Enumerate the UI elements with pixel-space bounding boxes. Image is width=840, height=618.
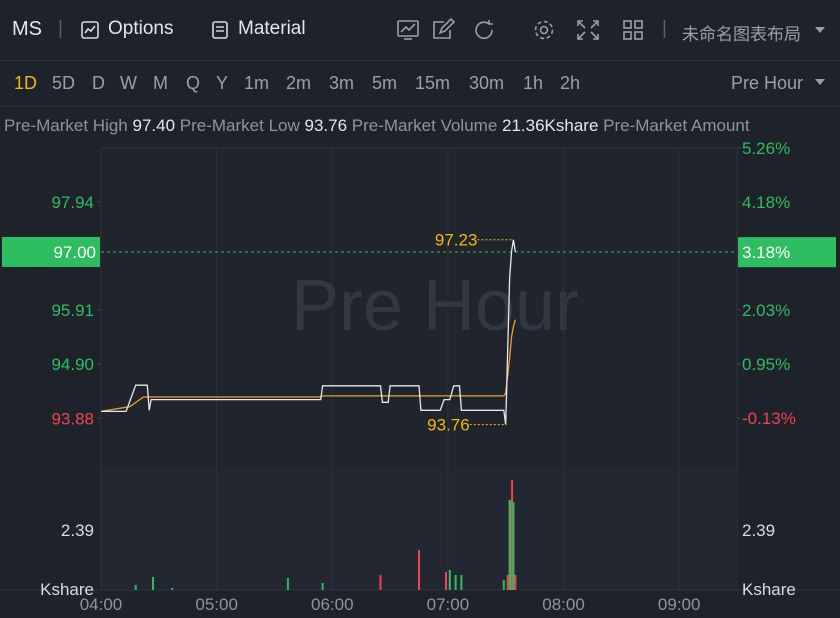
stat-label: Pre-Market Low <box>179 116 300 135</box>
y-tick-label: 95.91 <box>51 301 94 320</box>
current-change-box <box>738 237 836 268</box>
options-button[interactable]: Options <box>108 18 174 39</box>
volume-bar <box>286 577 289 590</box>
volume-unit: Kshare <box>742 580 796 599</box>
stats-row: Pre-Market High 97.40 Pre-Market Low 93.… <box>4 116 840 136</box>
x-tick-label: 05:00 <box>195 595 238 614</box>
period-button[interactable]: 30m <box>469 73 505 93</box>
x-tick-label: 06:00 <box>311 595 354 614</box>
indicator-icon[interactable] <box>397 20 419 40</box>
period-button[interactable]: 5D <box>52 73 76 93</box>
volume-bar <box>444 571 447 590</box>
x-tick-label: 04:00 <box>80 595 123 614</box>
y2-tick-label: 2.03% <box>742 301 790 320</box>
material-button[interactable]: Material <box>238 18 306 39</box>
volume-bar <box>460 574 463 590</box>
period-button[interactable]: M <box>153 73 168 93</box>
volume-bar <box>171 587 174 590</box>
period-button[interactable]: Y <box>216 73 229 93</box>
stat-label: Pre-Market Volume <box>351 116 498 135</box>
volume-bar <box>512 502 515 590</box>
period-button[interactable]: 1D <box>14 73 38 93</box>
settings-icon[interactable] <box>534 20 554 40</box>
y2-tick-label: -0.13% <box>742 409 796 428</box>
chart: Pre Hour 04:00 05:00 06:00 07:00 08:00 09:00 97… <box>0 140 840 614</box>
session-select[interactable]: Pre Hour <box>731 73 804 93</box>
period-bar: Pre Hour 1D 5D D W M Q Y 1m 2m 3m 5m 15m 30m 1h 2h <box>0 60 840 107</box>
annotation-label: 93.76 <box>427 416 470 435</box>
price-line <box>100 319 517 413</box>
stat-label: Pre-Market High <box>4 116 128 135</box>
reset-icon[interactable] <box>475 20 493 40</box>
x-tick-label: 08:00 <box>542 595 585 614</box>
period-button[interactable]: 1h <box>523 73 544 93</box>
volume-bar <box>508 499 511 590</box>
volume-bar <box>502 579 505 590</box>
volume-bar <box>418 550 420 590</box>
volume-tick-label: 2.39 <box>61 521 94 540</box>
period-button[interactable]: 2h <box>560 73 581 93</box>
price-line <box>101 239 517 425</box>
period-button[interactable]: 15m <box>415 73 451 93</box>
y2-tick-label: 5.26% <box>742 140 790 158</box>
volume-unit: Kshare <box>40 580 94 599</box>
separator: | <box>58 18 63 39</box>
dropdown-arrow[interactable] <box>814 78 826 88</box>
current-change-label: 3.18% <box>742 243 790 262</box>
draw-icon[interactable] <box>433 18 456 39</box>
volume-bar <box>454 574 457 590</box>
period-button[interactable]: 5m <box>372 73 398 93</box>
y-tick-label: 93.88 <box>51 409 94 428</box>
stat-value: 93.76 <box>304 116 348 135</box>
current-price-label: 97.00 <box>53 243 96 262</box>
volume-bar <box>506 574 509 590</box>
annotation-label: 97.23 <box>435 231 478 250</box>
tool-icons <box>397 18 643 40</box>
separator: | <box>662 18 667 39</box>
material-icon[interactable] <box>210 20 230 40</box>
volume-bar <box>152 576 155 590</box>
fullscreen-icon[interactable] <box>577 20 599 40</box>
period-button[interactable]: D <box>92 73 105 93</box>
x-tick-label: 07:00 <box>427 595 470 614</box>
period-button[interactable]: W <box>120 73 137 93</box>
y2-tick-label: 0.95% <box>742 355 790 374</box>
symbol[interactable]: MS <box>12 18 42 40</box>
volume-bar <box>448 569 451 590</box>
stat-label: Pre-Market Amount <box>603 116 750 135</box>
volume-tick-label: 2.39 <box>742 521 775 540</box>
period-button[interactable]: 2m <box>286 73 312 93</box>
layout-name[interactable]: 未命名图表布局 <box>682 25 801 44</box>
volume-bar <box>514 574 517 590</box>
volume-bar <box>379 574 382 590</box>
dropdown-arrow[interactable] <box>814 26 826 36</box>
period-button[interactable]: 1m <box>244 73 270 93</box>
x-tick-label: 09:00 <box>658 595 701 614</box>
y-tick-label: 97.94 <box>51 193 94 212</box>
volume-bar <box>321 582 324 590</box>
period-button[interactable]: 3m <box>329 73 355 93</box>
current-price-box <box>2 236 100 267</box>
y2-tick-label: 4.18% <box>742 193 790 212</box>
stat-value: 97.40 <box>132 116 176 135</box>
toolbar: MS | Options Material | 未命名图表布局 <box>0 0 840 61</box>
stat-value: 21.36Kshare <box>502 116 599 135</box>
watermark: Pre Hour <box>291 266 579 346</box>
options-icon[interactable] <box>80 20 100 40</box>
volume-bar <box>134 584 137 590</box>
volume-bar <box>511 480 514 590</box>
layout-icon[interactable] <box>623 20 643 40</box>
period-button[interactable]: Q <box>186 73 201 93</box>
y-tick-label: 94.90 <box>51 355 94 374</box>
